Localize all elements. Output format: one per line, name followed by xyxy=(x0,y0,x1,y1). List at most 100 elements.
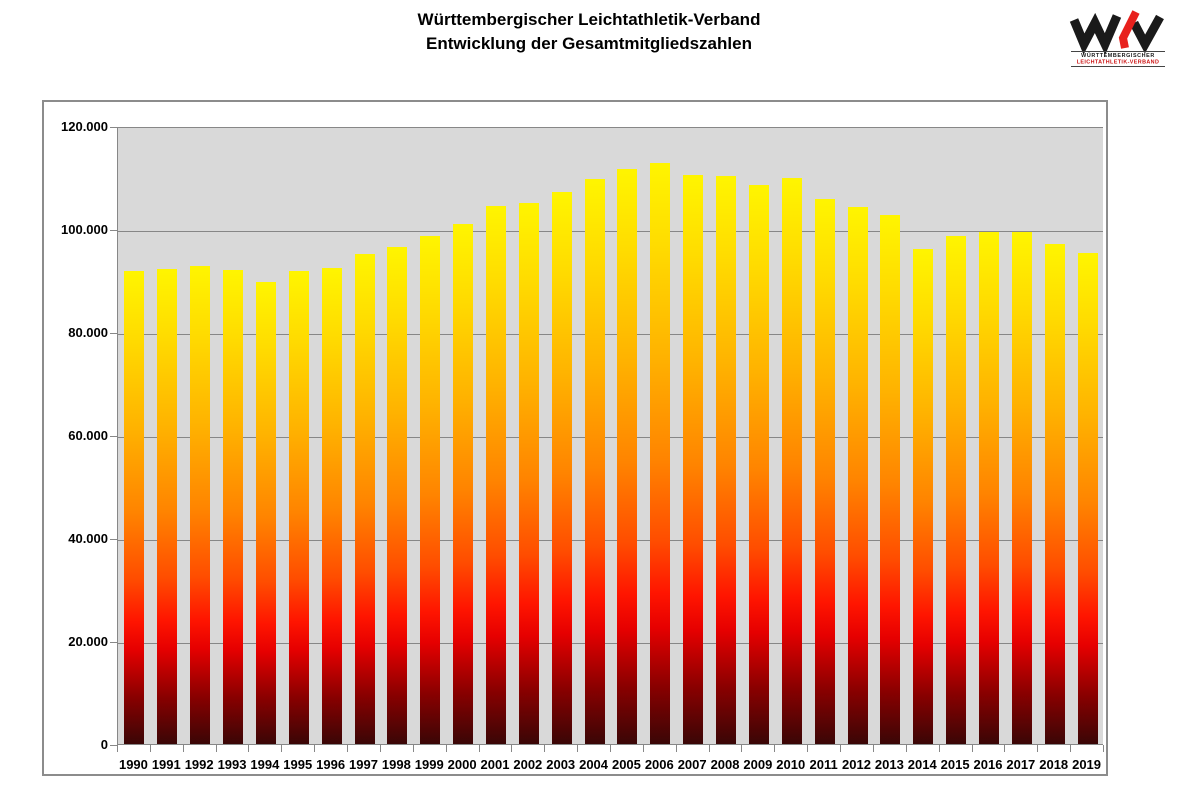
x-axis-label: 2012 xyxy=(842,757,871,772)
gridline xyxy=(118,231,1103,232)
bar-2002 xyxy=(518,203,539,744)
y-axis-tick xyxy=(110,745,117,746)
y-axis-tick xyxy=(110,539,117,540)
bar-2012 xyxy=(847,207,868,744)
x-axis-tick xyxy=(149,745,151,752)
y-axis-label: 60.000 xyxy=(68,428,108,443)
x-axis-tick xyxy=(1103,745,1104,752)
x-axis-label: 2015 xyxy=(940,757,970,772)
bar-1992 xyxy=(190,266,211,744)
y-axis-tick xyxy=(110,436,117,437)
chart-title-line1: Württembergischer Leichtathletik-Verband xyxy=(417,10,761,29)
bar-2014 xyxy=(913,249,934,744)
x-axis-tick xyxy=(577,745,579,752)
x-axis-label: 2017 xyxy=(1006,757,1036,772)
x-axis-label: 2000 xyxy=(447,757,477,772)
x-axis-tick xyxy=(379,745,381,752)
bar-2001 xyxy=(485,206,506,744)
x-axis-label: 2009 xyxy=(743,757,773,772)
bar-2005 xyxy=(617,169,638,744)
x-axis-tick xyxy=(741,745,743,752)
x-axis-label: 1998 xyxy=(381,757,411,772)
bar-2000 xyxy=(453,224,474,744)
y-axis-tick xyxy=(110,127,117,128)
x-axis-label: 2002 xyxy=(513,757,543,772)
x-axis-tick xyxy=(708,745,710,752)
bar-2008 xyxy=(716,176,737,744)
logo-letter-w-icon xyxy=(1069,12,1122,55)
x-axis-tick xyxy=(971,745,973,752)
bar-2013 xyxy=(880,215,901,744)
bar-2004 xyxy=(584,179,605,744)
x-axis-tick xyxy=(511,745,513,752)
x-axis-label: 2006 xyxy=(644,757,674,772)
gridline xyxy=(118,334,1103,335)
bar-1990 xyxy=(124,271,145,744)
y-axis-tick xyxy=(110,642,117,643)
x-axis-tick xyxy=(445,745,447,752)
chart-title-line2: Entwicklung der Gesamtmitgliedszahlen xyxy=(426,34,752,53)
x-axis-label: 2016 xyxy=(973,757,1003,772)
plot-area xyxy=(117,127,1103,745)
wlv-logo-icon: WÜRTTEMBERGISCHER LEICHTATHLETIK-VERBAND xyxy=(1069,10,1165,67)
x-axis-tick xyxy=(281,745,283,752)
x-axis-label: 1991 xyxy=(151,757,181,772)
y-axis-tick xyxy=(110,333,117,334)
gridline xyxy=(118,437,1103,438)
x-axis-tick xyxy=(182,745,184,752)
x-axis-label: 2003 xyxy=(546,757,576,772)
x-axis-tick xyxy=(610,745,611,752)
x-axis-tick xyxy=(774,745,776,752)
x-axis-tick xyxy=(1004,745,1006,752)
y-axis-label: 80.000 xyxy=(68,325,108,340)
bar-2019 xyxy=(1077,253,1098,744)
bar-2006 xyxy=(650,163,671,744)
chart-frame: 120.000 100.000 80.000 60.000 40.000 20.000 0 1… xyxy=(42,100,1108,776)
x-axis-tick xyxy=(215,745,217,752)
gridline xyxy=(118,540,1103,541)
x-axis-label: 1992 xyxy=(184,757,214,772)
x-axis-label: 2011 xyxy=(809,757,838,772)
x-axis-label: 1996 xyxy=(316,757,346,772)
x-axis-tick xyxy=(347,745,349,752)
x-axis-label: 1990 xyxy=(118,757,148,772)
x-axis-label: 2005 xyxy=(611,757,641,772)
logo-letter-v-icon xyxy=(1130,14,1164,54)
bar-2017 xyxy=(1011,232,1032,744)
x-axis-tick xyxy=(412,745,414,752)
x-axis-label: 2008 xyxy=(710,757,740,772)
bar-1994 xyxy=(255,282,276,744)
bar-2016 xyxy=(978,232,999,744)
y-axis-label: 100.000 xyxy=(61,222,108,237)
x-axis-label: 1999 xyxy=(414,757,444,772)
x-axis-tick xyxy=(314,745,316,752)
x-axis-label: 2013 xyxy=(874,757,904,772)
bar-2003 xyxy=(551,192,572,744)
y-axis-label: 40.000 xyxy=(68,531,108,546)
x-axis-tick xyxy=(1070,745,1072,752)
x-axis-label: 1997 xyxy=(349,757,378,772)
bar-2011 xyxy=(814,199,835,744)
x-axis-label: 2007 xyxy=(677,757,707,772)
x-axis-tick xyxy=(478,745,480,752)
bar-1991 xyxy=(157,269,178,744)
x-axis-tick xyxy=(1037,745,1039,752)
bar-2015 xyxy=(946,236,967,744)
wlv-logo: WÜRTTEMBERGISCHER LEICHTATHLETIK-VERBAND xyxy=(1068,10,1168,68)
gridline xyxy=(118,643,1103,644)
x-axis-tick xyxy=(872,745,874,752)
x-axis-label: 2004 xyxy=(579,757,609,772)
y-axis-label: 20.000 xyxy=(68,634,108,649)
x-axis-label: 1994 xyxy=(250,757,280,772)
x-axis-tick xyxy=(905,745,907,752)
bar-1995 xyxy=(288,271,309,744)
y-axis-label: 120.000 xyxy=(61,119,108,134)
bar-1999 xyxy=(420,236,441,744)
y-axis-label: 0 xyxy=(100,737,108,752)
bar-1997 xyxy=(354,254,375,744)
x-axis-tick xyxy=(807,745,809,752)
x-axis-label: 2001 xyxy=(480,757,510,772)
x-axis-tick xyxy=(938,745,940,752)
x-axis-label: 2014 xyxy=(907,757,937,772)
